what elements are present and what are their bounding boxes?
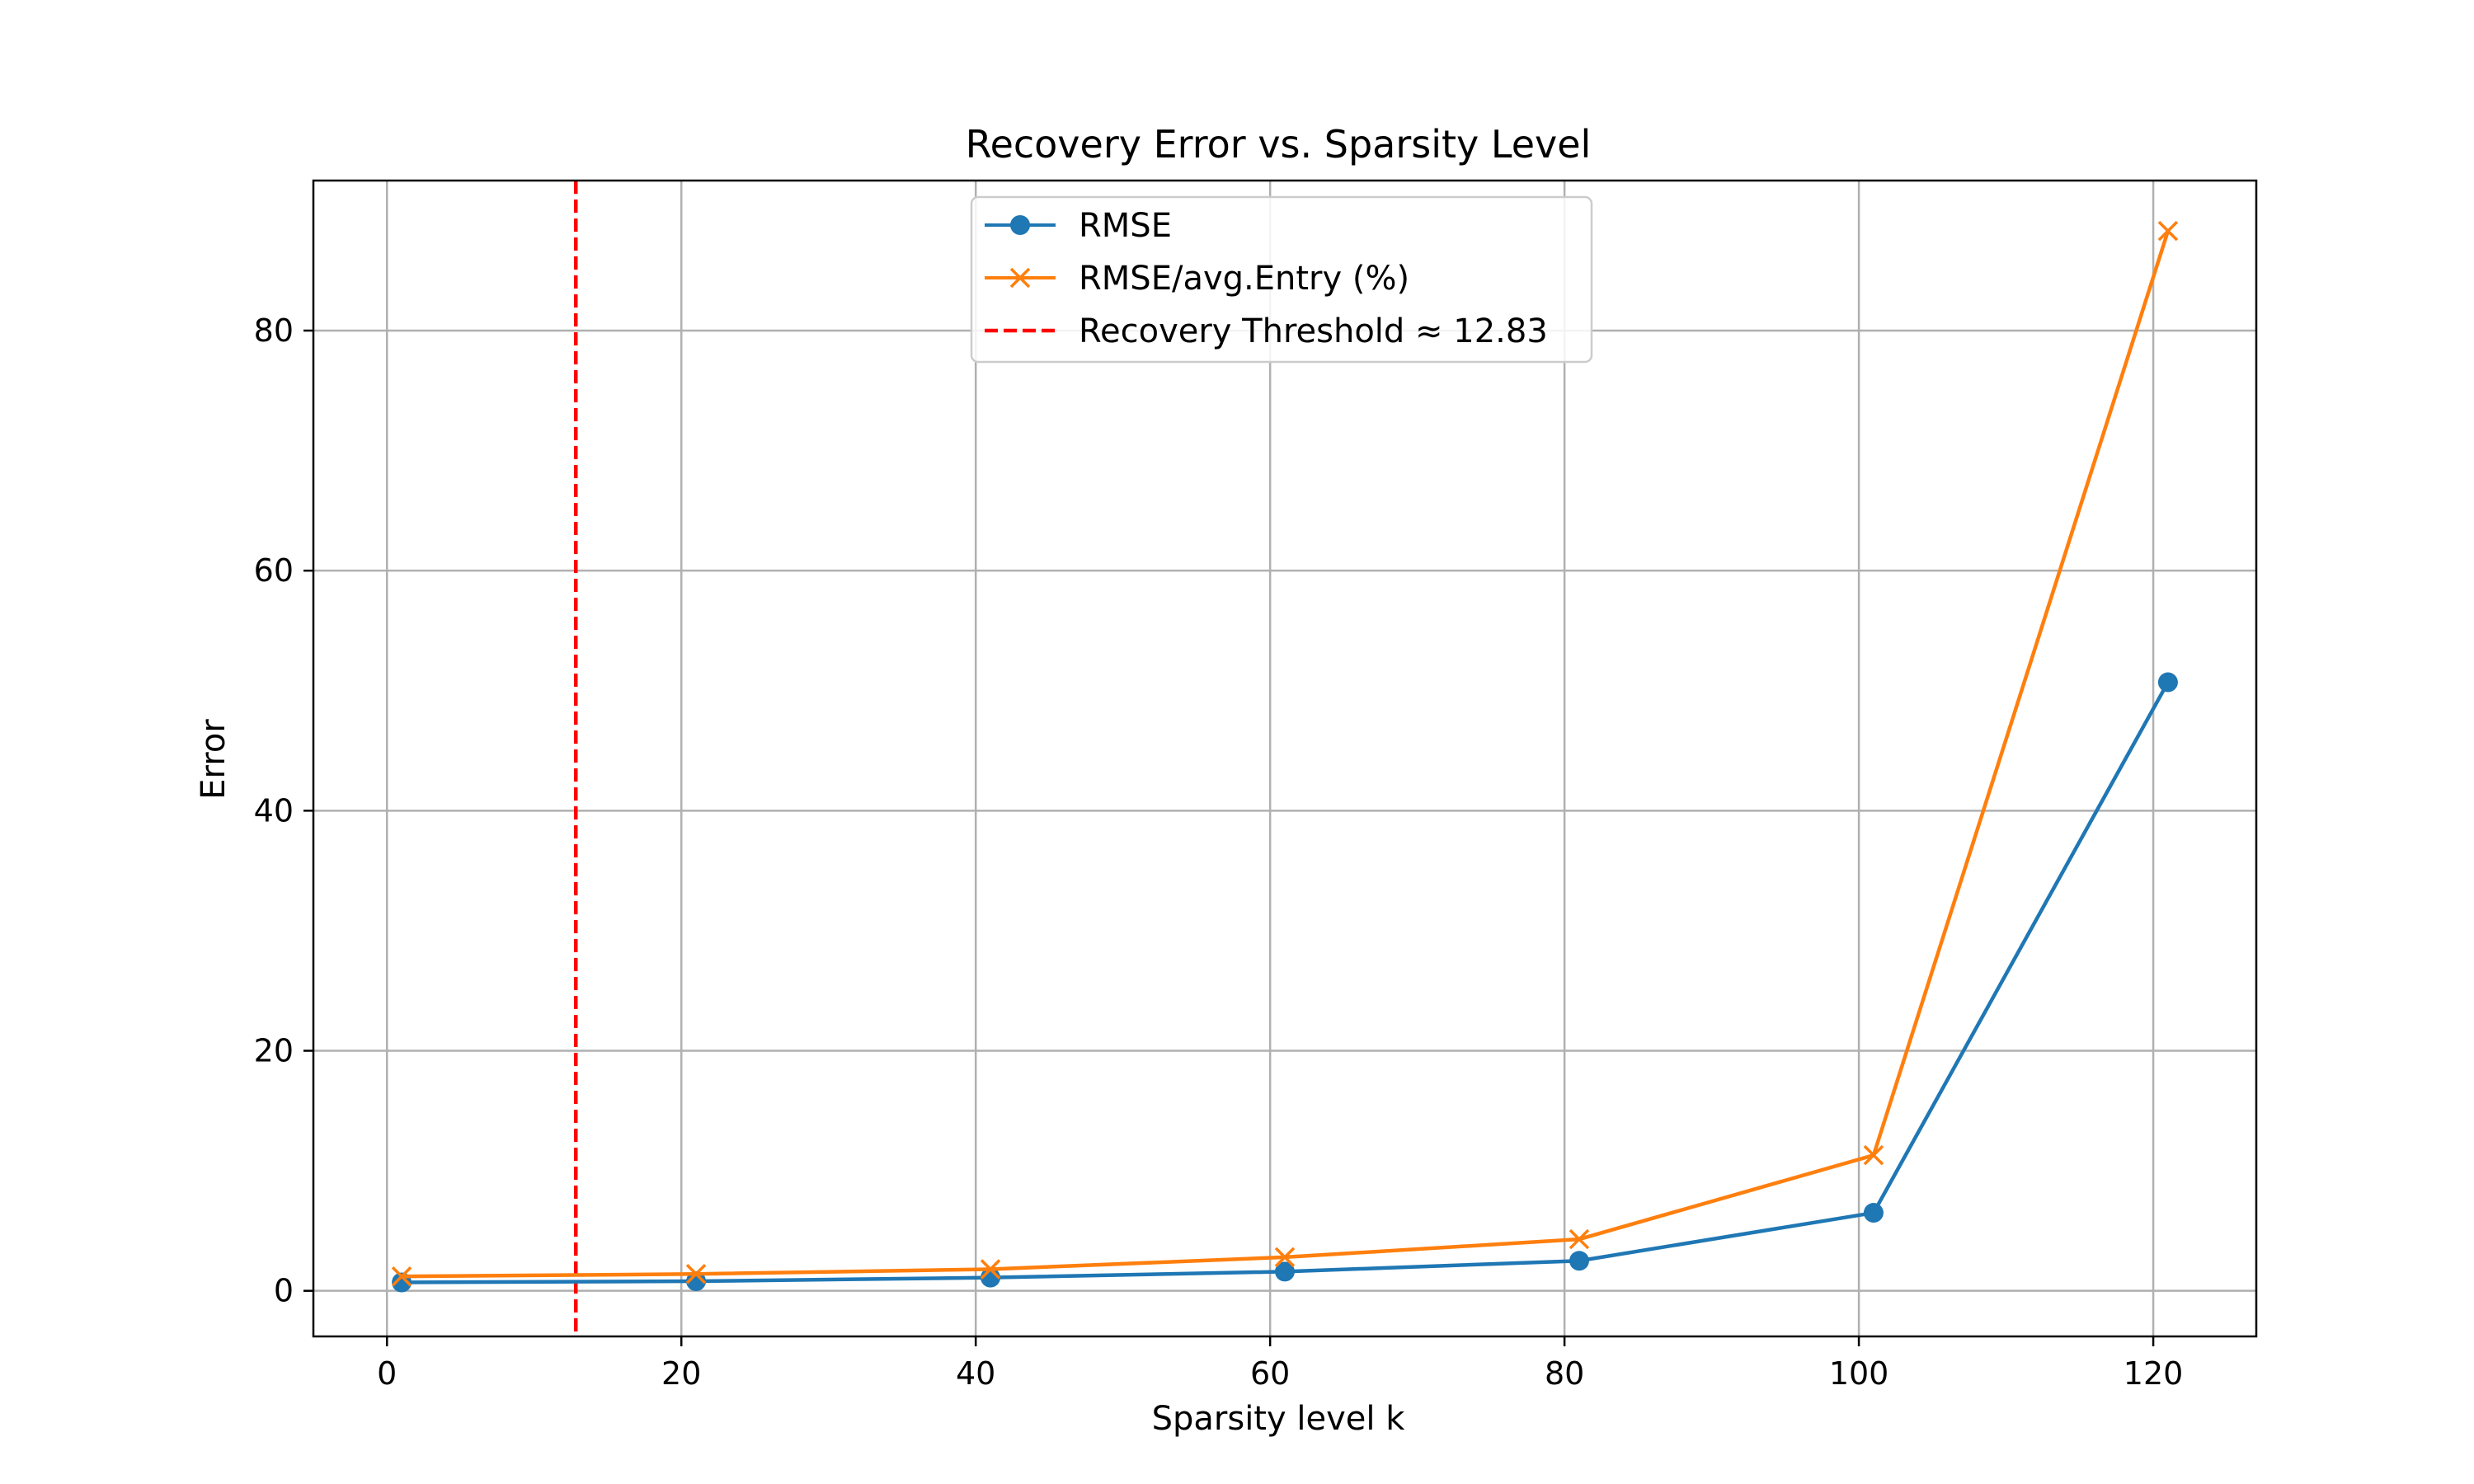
data-point-rmse-avg-entry (980, 1259, 1001, 1280)
data-point-rmse (1863, 1203, 1884, 1223)
data-point-rmse-avg-entry (391, 1266, 412, 1287)
data-point-rmse-avg-entry (1863, 1144, 1884, 1166)
x-tick-label: 80 (1545, 1355, 1584, 1392)
y-tick-label: 60 (254, 552, 294, 589)
data-point-rmse (686, 1271, 707, 1292)
legend-marker-rmse-avg-entry (1009, 267, 1031, 289)
y-tick-label: 20 (254, 1033, 294, 1069)
legend-box (970, 195, 1593, 364)
data-point-rmse-avg-entry (685, 1264, 707, 1284)
legend-label-threshold: Recovery Threshold ≈ 12.83 (1079, 312, 1548, 350)
series-layer (391, 220, 2179, 1293)
x-tick-label: 100 (1829, 1355, 1889, 1392)
grid (313, 181, 2256, 1336)
y-tick-label: 80 (254, 312, 294, 349)
legend-label-rmse-avg-entry: RMSE/avg.Entry (%) (1079, 260, 1409, 298)
data-point-rmse (1569, 1251, 1589, 1271)
data-point-rmse (2157, 672, 2178, 693)
x-tick-label: 120 (2124, 1355, 2184, 1392)
x-tick-label: 40 (956, 1355, 995, 1392)
legend: RMSE RMSE/avg.Entry (%) Recovery Thresho… (970, 195, 1593, 364)
y-tick-label: 0 (274, 1273, 294, 1309)
chart-title: Recovery Error vs. Sparsity Level (966, 122, 1592, 167)
x-tick-label: 20 (661, 1355, 701, 1392)
legend-marker-rmse (1010, 215, 1030, 235)
x-tick-label: 0 (377, 1355, 397, 1392)
x-tick-label: 60 (1250, 1355, 1290, 1392)
y-axis-label: Error (195, 719, 233, 800)
legend-label-rmse: RMSE (1079, 207, 1172, 245)
data-point-rmse (1275, 1261, 1295, 1282)
legend-entry-threshold: Recovery Threshold ≈ 12.83 (985, 312, 1548, 350)
data-point-rmse-avg-entry (2157, 220, 2179, 242)
legend-entry-rmse: RMSE (985, 207, 1172, 245)
x-axis-label: Sparsity level k (1152, 1400, 1406, 1438)
data-point-rmse-avg-entry (1274, 1247, 1296, 1268)
y-tick-label: 40 (254, 792, 294, 829)
plot-frame (312, 179, 2258, 1338)
ticks: 0 20 40 60 80 100 120 0 20 40 60 80 (254, 312, 2184, 1392)
data-point-rmse-avg-entry (1569, 1228, 1590, 1250)
legend-entry-rmse-avg-entry: RMSE/avg.Entry (%) (985, 260, 1409, 298)
